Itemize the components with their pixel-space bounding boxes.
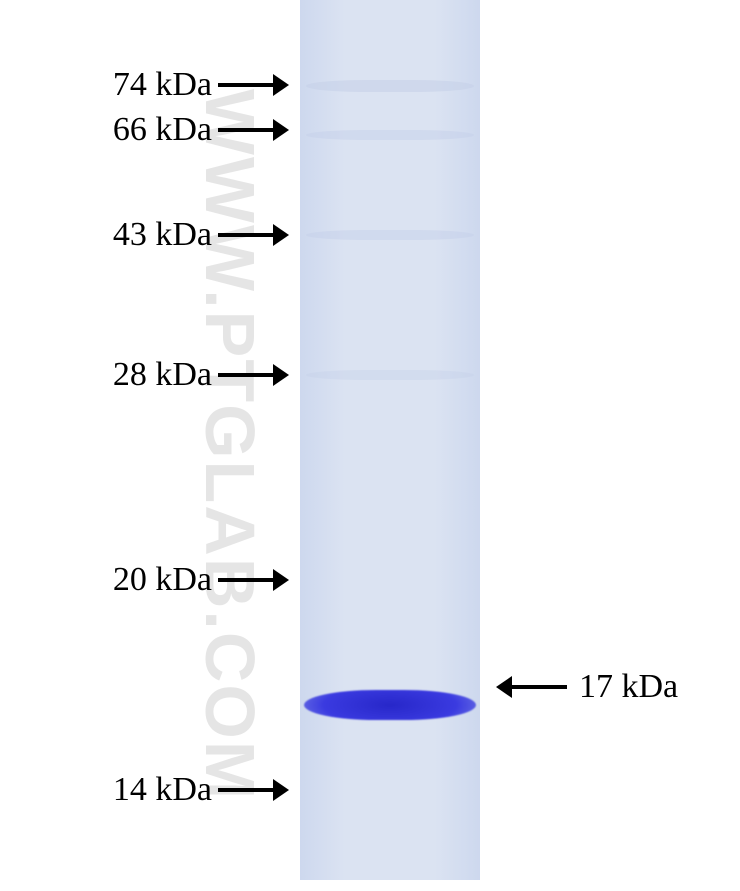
mw-marker: 14 kDa (113, 765, 295, 816)
mw-label: 20 kDa (113, 561, 212, 599)
arrow-right-icon (218, 74, 289, 96)
arrow-right-icon (218, 224, 289, 246)
gel-figure: WWW.PTGLAB.COM 74 kDa 66 kDa 43 kDa 28 kDa 2… (0, 0, 740, 891)
arrow-right-icon (218, 779, 289, 801)
faint-band (306, 230, 474, 240)
faint-band (306, 130, 474, 140)
arrow-right-icon (218, 569, 289, 591)
mw-marker: 43 kDa (113, 210, 295, 261)
mw-label: 66 kDa (113, 111, 212, 149)
protein-band (304, 690, 476, 720)
faint-band (306, 370, 474, 380)
mw-marker: 20 kDa (113, 555, 295, 606)
result-label: 17 kDa (579, 668, 678, 706)
mw-marker: 74 kDa (113, 60, 295, 111)
mw-marker: 66 kDa (113, 105, 295, 156)
mw-label: 43 kDa (113, 216, 212, 254)
result-marker: 17 kDa (490, 668, 678, 706)
mw-label: 14 kDa (113, 771, 212, 809)
mw-label: 74 kDa (113, 66, 212, 104)
faint-band (306, 80, 474, 92)
watermark-text: WWW.PTGLAB.COM (190, 89, 270, 801)
mw-marker: 28 kDa (113, 350, 295, 401)
arrow-right-icon (218, 364, 289, 386)
arrow-left-icon (496, 676, 567, 698)
arrow-right-icon (218, 119, 289, 141)
mw-label: 28 kDa (113, 356, 212, 394)
